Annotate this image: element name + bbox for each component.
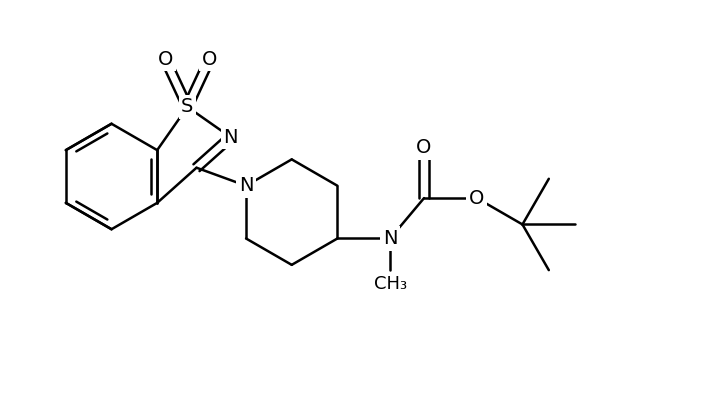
Text: CH₃: CH₃: [374, 275, 407, 293]
Text: O: O: [416, 138, 432, 157]
Text: N: N: [383, 229, 397, 248]
Text: S: S: [181, 98, 194, 117]
Text: N: N: [223, 128, 238, 147]
Text: O: O: [158, 50, 173, 68]
Text: O: O: [202, 50, 218, 68]
Text: O: O: [469, 189, 484, 208]
Text: N: N: [239, 176, 253, 195]
